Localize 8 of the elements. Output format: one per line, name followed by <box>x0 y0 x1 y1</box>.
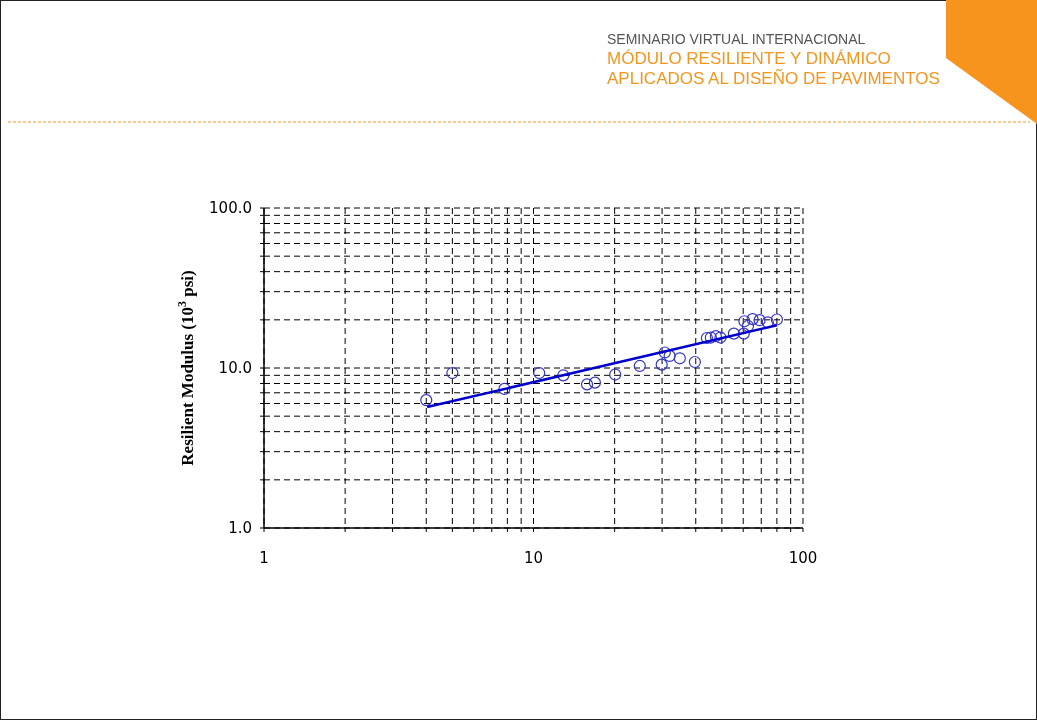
chart-title: SEMINARIO VIRTUAL INTERNACIONAL <box>607 31 866 47</box>
y-tick-label: 1.0 <box>228 519 252 537</box>
x-tick-label: 100 <box>788 549 818 567</box>
x-tick-label: 10 <box>523 549 544 567</box>
x-tick-label: 1 <box>259 549 269 567</box>
chart-subtitle: MÓDULO RESILIENTE Y DINÁMICO APLICADOS AL DISEÑO DE PAVIMENTOS <box>607 49 940 88</box>
y-tick-label: 10.0 <box>218 359 252 377</box>
y-tick-label: 100.0 <box>209 199 252 217</box>
